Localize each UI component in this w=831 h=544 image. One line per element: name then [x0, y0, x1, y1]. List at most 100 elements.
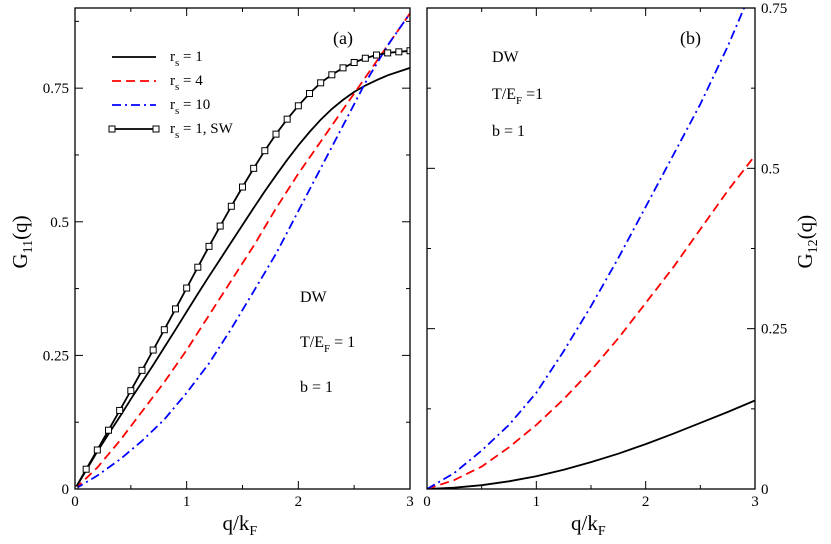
legend-marker [152, 125, 160, 133]
series-point [406, 47, 410, 55]
series-point [361, 54, 369, 62]
annotation-2-sub: F [516, 95, 522, 107]
legend-label-1-sub: s [175, 57, 179, 69]
x-tick-label: 2 [295, 494, 303, 510]
legend-label-3: rs = 10 [170, 97, 210, 117]
legend-label-2: rs = 4 [170, 73, 203, 93]
x-tick-label: 3 [751, 494, 759, 510]
plot-frame [74, 7, 411, 490]
annotation-2-sub: F [324, 343, 330, 355]
series-point [127, 387, 135, 395]
legend-label-3-suffix: = 10 [179, 97, 210, 113]
y-axis-label-sub: 12 [806, 239, 821, 253]
series-point [160, 326, 168, 334]
y-tick-label: 0.5 [761, 161, 780, 177]
series-line-2 [427, 154, 755, 489]
y-tick-label: 0.25 [43, 348, 69, 364]
annotation-2-suffix: = 1 [330, 334, 355, 351]
series-point [105, 426, 112, 434]
annotation-3-main: b = 1 [300, 379, 333, 396]
series-point [93, 446, 101, 454]
x-axis-label-sub: F [249, 524, 257, 539]
legend-marker [108, 125, 116, 133]
series-point [317, 79, 325, 87]
annotation-2-main: T/E [300, 334, 324, 351]
series-line-3 [427, 8, 745, 489]
series-point [116, 406, 124, 414]
legend-label-1-suffix: = 1 [179, 49, 202, 65]
y-tick-label: 0.75 [761, 1, 787, 17]
y-axis-label-suffix: (q) [793, 215, 817, 240]
x-axis-label-sub: F [598, 524, 606, 539]
y-axis-label: G12(q) [793, 215, 821, 269]
legend-label-1: rs = 1 [170, 49, 203, 69]
series-point [306, 90, 313, 98]
legend-label-4-suffix: = 1, SW [179, 121, 233, 137]
x-tick-label: 0 [71, 494, 79, 510]
annotation-2: T/EF =1 [492, 86, 543, 107]
x-axis-label: q/kF [223, 511, 258, 539]
legend-label-2-main: r [170, 73, 175, 89]
annotation-1-main: DW [300, 289, 328, 306]
legend-label-2-suffix: = 4 [179, 73, 203, 89]
series-line-1 [75, 67, 410, 489]
series-point [194, 263, 202, 271]
series-point [261, 147, 269, 155]
series-point [227, 202, 235, 210]
x-tick-label: 1 [183, 494, 191, 510]
series-point [294, 102, 302, 110]
legend-label-4-main: r [170, 121, 175, 137]
y-tick-label: 0.5 [50, 215, 69, 231]
y-tick-label: 0 [761, 482, 769, 498]
annotation-2-main: T/E [492, 86, 516, 103]
annotation-3-main: b = 1 [492, 123, 525, 140]
series-group [75, 12, 410, 489]
series-point [138, 366, 146, 374]
y-tick-label: 0 [62, 482, 70, 498]
legend-label-3-sub: s [175, 105, 179, 117]
legend-label-1-main: r [170, 49, 175, 65]
x-tick-label: 0 [423, 494, 431, 510]
series-point [239, 183, 246, 191]
series-point [205, 242, 213, 250]
y-axis-label-sub: 11 [21, 240, 36, 253]
series-line-1 [427, 399, 755, 489]
series-point [339, 64, 347, 72]
series-point [395, 48, 403, 56]
annotation-2-suffix: =1 [522, 86, 543, 103]
series-point [183, 284, 191, 292]
annotation-1-main: DW [492, 49, 520, 66]
annotation-3: b = 1 [492, 123, 525, 140]
y-tick-label: 0.25 [761, 322, 787, 338]
series-point [350, 59, 358, 67]
panel-label: (a) [333, 28, 353, 49]
annotation-1: DW [300, 289, 328, 306]
annotation-2: T/EF = 1 [300, 334, 355, 355]
series-point [272, 130, 280, 138]
legend-label-3-main: r [170, 97, 175, 113]
series-point [172, 305, 179, 313]
y-axis-label: G11(q) [8, 215, 36, 268]
legend-label-4-sub: s [175, 129, 179, 141]
series-line-2 [75, 12, 410, 489]
series-point [250, 164, 258, 172]
series-point [328, 71, 336, 79]
series-point [216, 222, 224, 230]
x-axis-label-main: q/k [223, 511, 250, 535]
annotation-1: DW [492, 49, 520, 66]
panel-label: (b) [680, 28, 701, 49]
x-axis-label-main: q/k [571, 511, 598, 535]
x-tick-label: 2 [642, 494, 650, 510]
y-axis-label-suffix: (q) [8, 215, 32, 240]
legend-label-4: rs = 1, SW [170, 121, 234, 141]
series-group [427, 8, 755, 489]
x-tick-label: 3 [406, 494, 414, 510]
annotation-3: b = 1 [300, 379, 333, 396]
series-point [75, 485, 79, 489]
y-axis-label-main: G [8, 253, 32, 268]
plot-frame [426, 7, 756, 490]
